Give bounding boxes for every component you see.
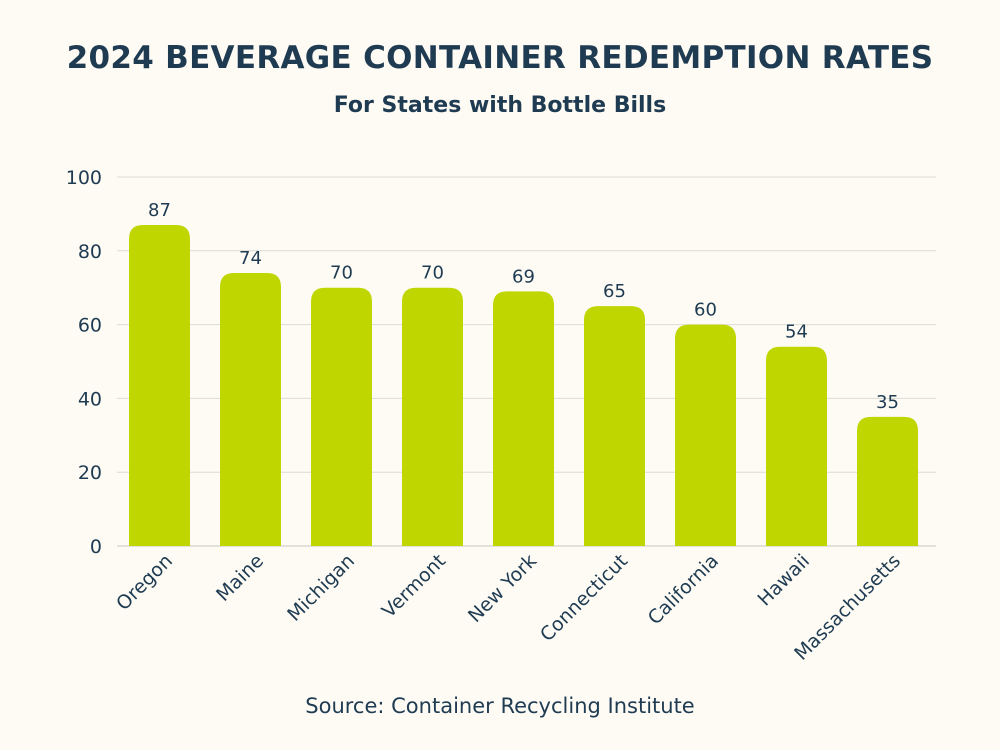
x-tick-label: Hawaii (753, 550, 814, 611)
bar (311, 287, 372, 546)
y-tick-label: 20 (78, 462, 102, 484)
data-label: 70 (421, 263, 444, 284)
y-tick-label: 0 (90, 536, 102, 558)
chart-title: 2024 BEVERAGE CONTAINER REDEMPTION RATES (66, 40, 934, 76)
data-label: 65 (603, 281, 626, 302)
bar (584, 306, 645, 546)
x-tick-label: Maine (212, 550, 268, 606)
x-tick-label: Michigan (283, 550, 359, 626)
x-tick-label: New York (464, 550, 541, 627)
bar (402, 287, 463, 546)
x-tick-label: Vermont (378, 550, 450, 622)
chart-subtitle: For States with Bottle Bills (333, 93, 667, 118)
x-tick-label: Connecticut (536, 550, 632, 646)
data-label: 54 (785, 322, 808, 343)
bar (493, 291, 554, 546)
chart-source: Source: Container Recycling Institute (305, 694, 695, 718)
y-tick-label: 40 (78, 388, 102, 410)
data-label: 60 (694, 300, 717, 321)
bar (129, 224, 190, 546)
bar (766, 346, 827, 546)
x-tick-label: Oregon (112, 550, 177, 615)
bar (675, 324, 736, 546)
y-tick-label: 100 (66, 167, 102, 189)
data-label: 35 (876, 392, 899, 413)
bar (857, 416, 918, 546)
x-tick-label: California (644, 550, 723, 629)
bar (220, 272, 281, 546)
data-label: 74 (239, 248, 262, 269)
data-label: 70 (330, 263, 353, 284)
data-label: 69 (512, 266, 535, 287)
data-label: 87 (148, 200, 171, 221)
y-tick-label: 80 (78, 241, 102, 263)
y-tick-label: 60 (78, 315, 102, 337)
